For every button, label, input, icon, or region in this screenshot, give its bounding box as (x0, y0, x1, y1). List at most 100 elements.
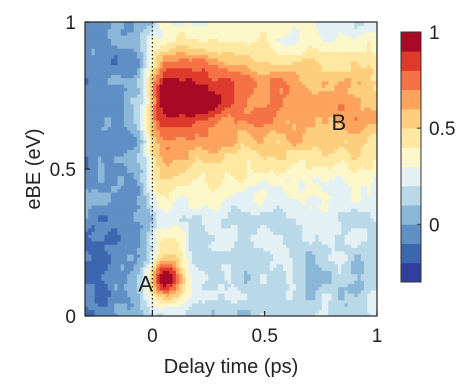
heatmap-cell (205, 129, 209, 134)
heatmap-cell (97, 31, 102, 36)
heatmap-cell (156, 195, 161, 199)
heatmap-cell (94, 159, 99, 164)
heatmap-cell (201, 204, 206, 209)
heatmap-cell (182, 191, 187, 196)
heatmap-cell (130, 71, 135, 75)
heatmap-cell (195, 51, 200, 56)
heatmap-cell (91, 195, 96, 199)
heatmap-cell (159, 253, 164, 258)
heatmap-cell (192, 250, 196, 255)
heatmap-cell (179, 155, 183, 160)
heatmap-cell (205, 41, 209, 46)
heatmap-cell (123, 22, 128, 26)
heatmap-cell (175, 44, 180, 49)
heatmap-cell (123, 270, 128, 275)
heatmap-cell (123, 64, 128, 69)
heatmap-cell (211, 211, 216, 216)
heatmap-cell (156, 231, 161, 235)
heatmap-cell (192, 87, 196, 92)
heatmap-cell (133, 276, 138, 281)
heatmap-cell (162, 159, 167, 164)
heatmap-cell (198, 247, 203, 252)
heatmap-cell (136, 80, 141, 85)
heatmap-cell (94, 110, 99, 115)
heatmap-cell (117, 31, 122, 36)
heatmap-cell (143, 191, 148, 196)
heatmap-cell (198, 172, 203, 177)
heatmap-cell (205, 286, 209, 291)
heatmap-cell (123, 129, 128, 134)
heatmap-cell (179, 126, 183, 131)
heatmap-cell (91, 159, 96, 164)
heatmap-cell (201, 185, 206, 190)
heatmap-cell (130, 41, 135, 46)
heatmap-cell (172, 129, 177, 134)
heatmap-cell (172, 90, 177, 95)
heatmap-cell (153, 38, 157, 43)
heatmap-cell (208, 293, 213, 297)
heatmap-cell (120, 159, 125, 164)
heatmap-cell (198, 280, 203, 284)
heatmap-cell (195, 201, 200, 206)
heatmap-cell (182, 247, 187, 252)
heatmap-cell (172, 61, 177, 66)
heatmap-cell (192, 195, 196, 199)
heatmap-cell (182, 188, 187, 193)
heatmap-cell (140, 139, 144, 144)
heatmap-cell (101, 257, 106, 262)
heatmap-cell (123, 103, 128, 108)
heatmap-cell (107, 289, 112, 294)
heatmap-cell (97, 136, 102, 141)
heatmap-cell (188, 113, 193, 118)
heatmap-cell (162, 240, 167, 245)
heatmap-cell (94, 247, 99, 252)
heatmap-cell (110, 126, 115, 131)
heatmap-cell (166, 103, 170, 108)
heatmap-cell (117, 247, 122, 252)
heatmap-cell (85, 35, 89, 39)
heatmap-cell (91, 77, 96, 82)
heatmap-cell (166, 296, 170, 301)
heatmap-cell (136, 110, 141, 115)
heatmap-cell (192, 25, 196, 30)
heatmap-cell (123, 185, 128, 190)
heatmap-cell (198, 126, 203, 131)
heatmap-cell (195, 67, 200, 72)
heatmap-cell (136, 201, 141, 206)
heatmap-cell (153, 31, 157, 36)
heatmap-cell (192, 175, 196, 180)
heatmap-cell (195, 155, 200, 160)
heatmap-cell (110, 312, 115, 316)
heatmap-cell (166, 133, 170, 137)
heatmap-cell (211, 257, 216, 262)
heatmap-cell (182, 237, 187, 242)
heatmap-cell (114, 155, 119, 160)
heatmap-cell (172, 136, 177, 141)
heatmap-cell (101, 61, 106, 66)
heatmap-cell (143, 93, 148, 98)
heatmap-cell (123, 51, 128, 56)
heatmap-cell (94, 123, 99, 128)
heatmap-cell (179, 240, 183, 245)
heatmap-cell (159, 80, 164, 85)
heatmap-cell (94, 54, 99, 59)
heatmap-cell (140, 35, 144, 39)
heatmap-cell (104, 61, 109, 66)
heatmap-cell (195, 312, 200, 316)
heatmap-cell (159, 270, 164, 275)
heatmap-cell (192, 286, 196, 291)
heatmap-cell (146, 54, 151, 59)
heatmap-cell (88, 286, 93, 291)
heatmap-cell (88, 126, 93, 131)
heatmap-cell (198, 296, 203, 301)
heatmap-cell (104, 129, 109, 134)
heatmap-cell (120, 253, 125, 258)
heatmap-cell (143, 240, 148, 245)
heatmap-cell (175, 224, 180, 229)
heatmap-cell (195, 38, 200, 43)
heatmap-cell (205, 51, 209, 56)
heatmap-cell (117, 267, 122, 271)
heatmap-cell (127, 293, 132, 297)
heatmap-cell (85, 61, 89, 66)
heatmap-cell (172, 283, 177, 288)
